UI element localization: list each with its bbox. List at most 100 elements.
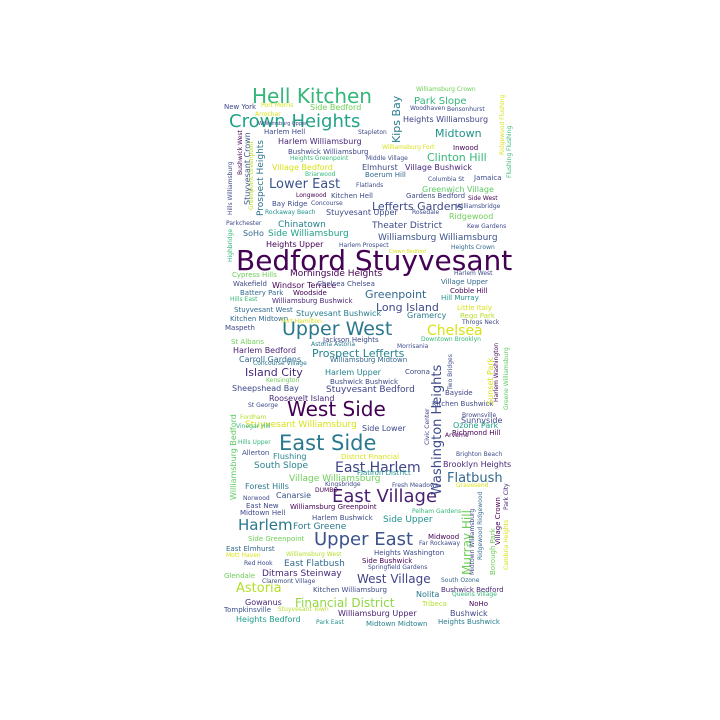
word: Williamsburg West xyxy=(286,551,342,558)
word: Kitchen Bushwick xyxy=(432,400,494,408)
word: Rego Park xyxy=(460,312,495,320)
word: Maspeth xyxy=(225,324,255,332)
word: Crown Bedford xyxy=(389,249,426,255)
word: Cobble Hill xyxy=(450,287,488,295)
word: Side Lower xyxy=(362,424,406,433)
word: Heights Crown xyxy=(451,244,495,251)
word: Astoria Astoria xyxy=(311,341,356,348)
word: Upper West xyxy=(282,318,393,340)
word: Harlem xyxy=(238,516,293,534)
word: Harlem Hell xyxy=(264,128,306,136)
word: Heights Washington xyxy=(374,549,445,557)
word: Battery Park xyxy=(240,289,284,297)
word: Hell Kitchen xyxy=(252,84,372,108)
word: Astoria xyxy=(236,581,282,596)
word: Gardens Bedford xyxy=(406,192,466,200)
word: Hills Williamsburg xyxy=(227,161,234,215)
word: Mott Haven xyxy=(226,552,261,559)
word: Gramercy xyxy=(407,311,447,320)
word: District Financial xyxy=(341,453,400,461)
word: Side Greenpoint xyxy=(248,535,305,543)
word: Midtown xyxy=(435,127,482,140)
word: Parkchester xyxy=(226,220,262,227)
word: Hills East xyxy=(230,296,258,303)
word: East Side xyxy=(279,431,377,455)
word: Kew Gardens xyxy=(467,223,507,230)
word: Greene Williamsburg xyxy=(503,347,510,410)
word: New York xyxy=(224,103,257,111)
word: Chinatown xyxy=(278,220,326,230)
word: Concourse Village xyxy=(253,360,307,367)
word: Harlem Bushwick xyxy=(312,514,373,522)
word: Vinegar Hill xyxy=(236,423,271,430)
word: Gowanus xyxy=(245,598,282,607)
word: Village Bushwick xyxy=(405,163,473,172)
word: Arverne xyxy=(445,432,469,439)
word: Morrisania xyxy=(397,343,429,350)
word: West Side xyxy=(287,397,386,421)
word: West Village xyxy=(357,572,431,586)
word: Heights Williamsburg xyxy=(403,115,489,124)
word: Two Bridges xyxy=(447,354,454,390)
word: Fresh Meadows xyxy=(392,482,438,489)
word: Jackson Heights xyxy=(323,336,379,344)
word: Bushwick Bushwick xyxy=(330,378,399,386)
word: Queens Village xyxy=(452,591,497,598)
word: Bushwick West xyxy=(237,130,244,175)
word: Greenwich Village xyxy=(422,185,494,194)
word: Red Hook xyxy=(244,560,273,567)
word: Ditmars Steinway xyxy=(262,569,342,579)
word: East New xyxy=(246,502,279,510)
word: Bushwick Williamsburg xyxy=(288,148,369,156)
word: Concourse xyxy=(311,200,343,207)
word: Harlem Williamsburg xyxy=(278,137,362,146)
word: Harlem Bedford xyxy=(233,346,297,355)
word: Greenpoint Greenpoint xyxy=(248,141,255,210)
word: Long Island xyxy=(376,301,439,314)
word: Island City xyxy=(245,366,303,379)
word: Rockaway Beach xyxy=(265,209,316,216)
word: Richmond Hill xyxy=(452,429,501,437)
word: Fort Greene xyxy=(293,522,347,532)
word: Midtown Hell xyxy=(240,509,286,517)
word: Elmhurst xyxy=(362,163,398,172)
word: Nolita xyxy=(416,590,440,599)
word: St George xyxy=(248,402,278,409)
word: Flatiron District xyxy=(357,469,411,477)
word: Tribeca xyxy=(422,600,447,608)
word: Stuyvesant Bushwick xyxy=(296,309,382,318)
word: Ridgewood Ridgewood xyxy=(477,491,484,560)
word: Bayside xyxy=(445,389,473,397)
word: Stuyvesant Bedford xyxy=(326,385,415,395)
word: Side West xyxy=(468,195,498,202)
word: Midtown Midtown xyxy=(366,620,428,628)
word: Woodside xyxy=(293,289,327,297)
word: Glendale xyxy=(224,572,256,580)
word: Heights Bedford xyxy=(236,615,301,624)
word: Stuyvesant Williamsburg xyxy=(245,420,357,430)
word: Lower East xyxy=(269,177,341,192)
word: Upper East xyxy=(314,529,414,550)
word: Heights Greenpoint xyxy=(290,155,349,162)
word: Flatlands xyxy=(356,182,384,189)
word: SoHo xyxy=(243,229,264,238)
word: Williamsburg Upper xyxy=(338,609,417,618)
word: Side Bedford xyxy=(310,103,362,112)
word: Jamaica xyxy=(474,174,502,182)
word: Highbridge xyxy=(227,228,234,262)
word: Washington Heights xyxy=(430,364,445,495)
word: Heights Upper xyxy=(266,240,324,249)
word: Williamsbridge xyxy=(456,203,501,210)
word: Hill Murray xyxy=(441,294,479,302)
word: DUMBO xyxy=(315,487,338,494)
word: Village Upper xyxy=(441,278,488,286)
word: Williamsburg Williamsburg xyxy=(378,233,498,243)
word: Park City xyxy=(503,483,510,510)
word: Arrochar xyxy=(255,111,281,118)
word: Side Bushwick xyxy=(362,557,413,565)
word: Forest Hills xyxy=(245,482,289,491)
word: Stuyvesant Upper xyxy=(326,208,398,217)
word: Bushwick Bedford xyxy=(441,586,504,594)
word: Tompkinsville xyxy=(224,606,271,614)
